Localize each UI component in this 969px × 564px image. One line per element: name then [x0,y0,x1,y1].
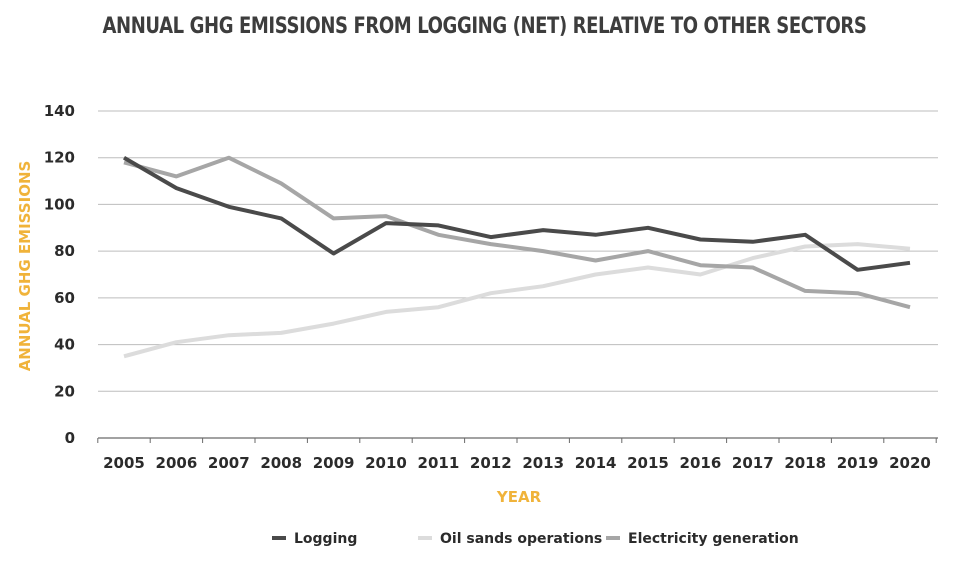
y-tick-label: 120 [44,149,75,167]
series-line-oil-sands-operations [123,242,911,359]
chart-title: ANNUAL GHG EMISSIONS FROM LOGGING (NET) … [102,14,867,39]
x-tick-label: 2018 [784,454,826,472]
x-tick-label: 2011 [418,454,460,472]
x-tick-label: 2007 [208,454,250,472]
y-tick-label: 0 [65,429,75,447]
y-tick-label: 100 [44,195,75,213]
x-tick-label: 2006 [156,454,198,472]
x-tick-label: 2016 [680,454,722,472]
y-tick-label: 20 [54,382,75,400]
y-tick-label: 60 [54,289,75,307]
y-axis-ticks: 0 20 40 60 80 100 120 140 [44,102,75,447]
x-tick-label: 2017 [732,454,774,472]
x-tick-label: 2012 [470,454,512,472]
x-tick-label: 2009 [313,454,355,472]
x-tick-label: 2010 [365,454,407,472]
series-line-electricity-generation [123,155,911,310]
y-axis-title: ANNUAL GHG EMISSIONS [16,161,34,372]
legend-label: Oil sands operations [440,531,602,547]
legend: Logging Oil sands operations Electricity g… [272,531,799,547]
x-tick-label: 2005 [103,454,145,472]
x-tick-label: 2019 [837,454,879,472]
x-tick-label: 2008 [260,454,302,472]
y-tick-label: 140 [44,102,75,120]
y-tick-label: 40 [54,336,75,354]
series-line-logging [122,155,911,272]
series-lines [122,155,911,359]
x-tick-label: 2020 [889,454,931,472]
legend-label: Logging [294,531,357,547]
gridlines [98,110,938,392]
x-tick-label: 2014 [575,454,617,472]
y-tick-label: 80 [54,242,75,260]
x-axis-title: YEAR [496,488,542,506]
x-tick-label: 2015 [627,454,669,472]
x-axis: 2005 2006 2007 2008 2009 2010 2011 2012 2013 2014… [97,437,938,472]
x-tick-label: 2013 [522,454,564,472]
legend-label: Electricity generation [628,531,799,547]
